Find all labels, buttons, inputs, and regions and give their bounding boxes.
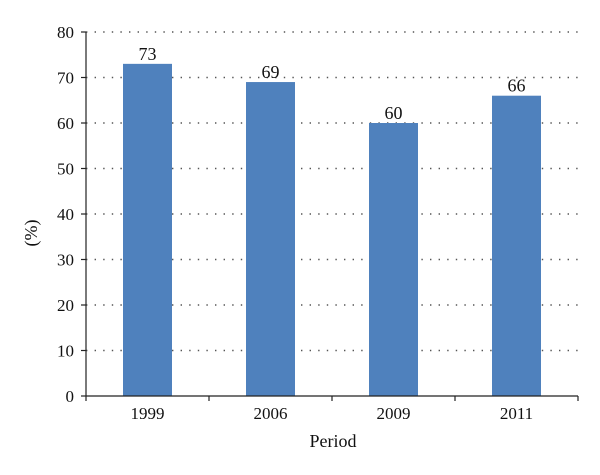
axes [81, 31, 579, 401]
y-tick-label: 80 [57, 23, 74, 42]
y-tick-labels: 0 10 20 30 40 50 60 70 80 [57, 23, 74, 406]
x-tick-label: 2006 [254, 404, 288, 423]
x-tick-label: 2009 [377, 404, 411, 423]
y-axis-title: (%) [21, 220, 42, 247]
x-tick-labels: 1999 2006 2009 2011 [131, 404, 534, 423]
bar [492, 95, 541, 396]
x-tick-label: 2011 [500, 404, 533, 423]
y-tick-label: 40 [57, 205, 74, 224]
y-tick-label: 0 [66, 387, 75, 406]
x-axis-title: Period [310, 431, 357, 451]
y-tick-label: 50 [57, 160, 74, 179]
bar [246, 82, 295, 397]
bars [123, 63, 541, 397]
x-tick-label: 1999 [131, 404, 165, 423]
y-tick-label: 10 [57, 342, 74, 361]
bar-value-label: 60 [385, 103, 403, 123]
y-tick-label: 30 [57, 251, 74, 270]
y-tick-label: 70 [57, 69, 74, 88]
bar [123, 63, 172, 396]
bar-value-label: 73 [139, 44, 157, 64]
bar-value-label: 69 [262, 62, 280, 82]
bar [369, 123, 418, 396]
y-tick-label: 60 [57, 114, 74, 133]
y-tick-label: 20 [57, 296, 74, 315]
data-labels: 73 69 60 66 [139, 44, 526, 123]
bar-value-label: 66 [508, 76, 526, 96]
